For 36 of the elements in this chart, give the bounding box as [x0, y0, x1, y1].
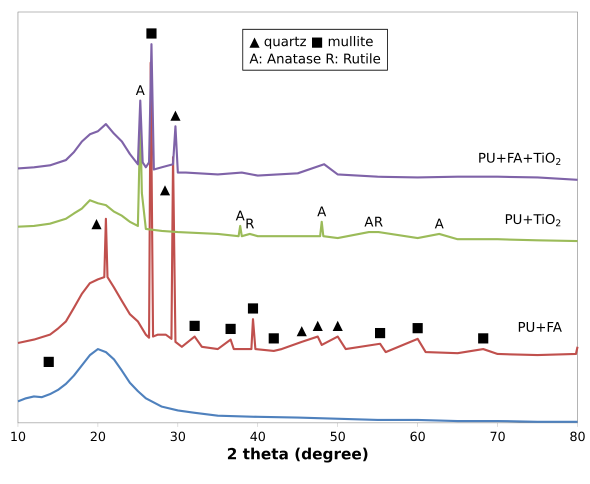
series-label: PU+TiO$_{2}$ — [506, 214, 560, 226]
x-axis-title: 2 theta (degree) — [228, 448, 368, 463]
annotation: ■ — [190, 320, 200, 332]
annotation: A — [236, 210, 245, 220]
annotation: ■ — [478, 333, 488, 344]
series-label: PU+FA — [518, 322, 562, 332]
annotation: R — [246, 218, 254, 228]
annotation: ▲ — [160, 185, 170, 196]
annotation: ▲ — [91, 219, 102, 230]
x-tick-label: 10 — [11, 432, 26, 442]
annotation: ■ — [226, 324, 236, 334]
annotation: A — [364, 216, 374, 227]
annotation: ■ — [268, 333, 279, 344]
x-tick-label: 20 — [90, 432, 106, 442]
annotation: ▲ — [312, 320, 323, 332]
annotation: R — [375, 216, 383, 227]
annotation: ▲ — [296, 326, 307, 336]
x-tick-label: 40 — [250, 432, 265, 442]
annotation: ■ — [44, 356, 54, 368]
x-tick-label: 30 — [170, 432, 186, 442]
annotation: ■ — [375, 328, 386, 338]
annotation: ▲ quartz ■ mullite — [249, 36, 373, 49]
annotation: ■ — [412, 323, 423, 334]
annotation: A — [317, 206, 326, 216]
x-tick-label: 70 — [490, 432, 505, 442]
annotation: ▲ — [332, 320, 343, 332]
annotation: A: Anatase R: Rutile — [250, 53, 380, 64]
annotation: ■ — [248, 303, 258, 314]
annotation: ■ — [146, 28, 157, 39]
annotation: ▲ — [170, 110, 181, 121]
x-tick-label: 50 — [330, 432, 345, 442]
annotation: A — [434, 218, 444, 228]
x-tick-label: 60 — [410, 432, 425, 442]
series-label: PU+FA+TiO$_{2}$ — [479, 152, 560, 166]
annotation: A — [136, 85, 145, 96]
x-tick-label: 80 — [570, 432, 585, 442]
